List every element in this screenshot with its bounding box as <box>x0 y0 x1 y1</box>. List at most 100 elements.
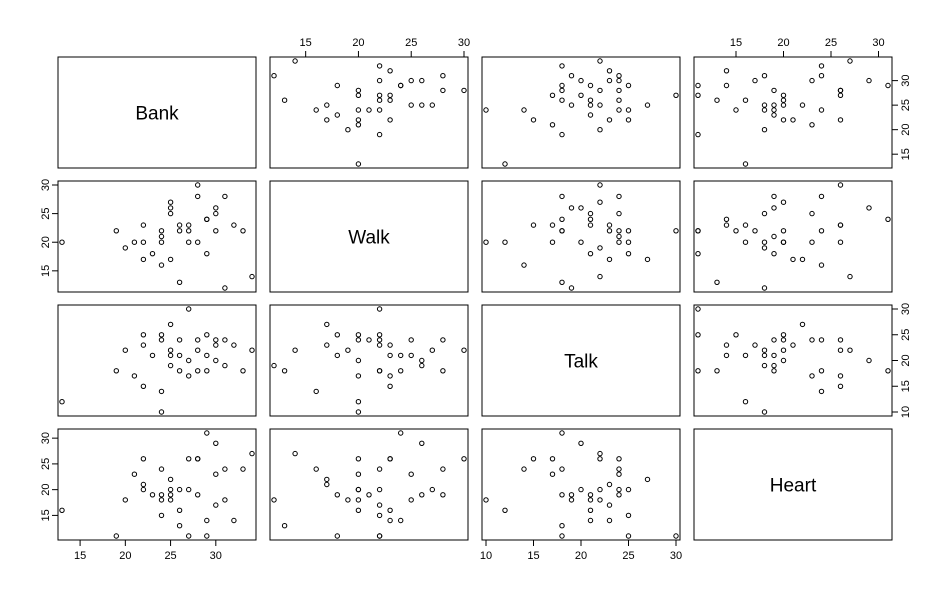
variable-label-heart: Heart <box>770 476 817 497</box>
panel-frame-talk-walk <box>269 304 469 417</box>
point-talk-vs-walk-13 <box>376 337 383 343</box>
point-walk-vs-talk-17 <box>559 193 565 200</box>
point-heart-vs-talk-11 <box>644 476 651 483</box>
point-talk-vs-walk-0 <box>355 399 362 405</box>
point-heart-vs-bank-20 <box>213 440 219 446</box>
point-talk-vs-bank-17 <box>195 368 201 374</box>
point-bank-vs-heart-10 <box>771 102 777 108</box>
point-walk-vs-heart-17 <box>771 193 777 200</box>
point-walk-vs-bank-35 <box>149 251 156 257</box>
point-bank-vs-heart-23 <box>761 73 768 79</box>
point-walk-vs-heart-7 <box>818 262 825 268</box>
point-bank-vs-walk-14 <box>387 92 393 99</box>
point-heart-vs-bank-26 <box>249 450 255 457</box>
point-walk-vs-heart-5 <box>790 256 796 263</box>
point-heart-vs-talk-17 <box>559 492 565 498</box>
point-walk-vs-talk-14 <box>549 222 556 228</box>
point-talk-vs-walk-2 <box>345 347 351 353</box>
point-talk-vs-walk-21 <box>376 342 383 348</box>
point-walk-vs-heart-21 <box>752 228 758 234</box>
point-bank-vs-walk-35 <box>334 112 340 118</box>
point-walk-vs-bank-30 <box>195 239 201 245</box>
x-tick-label-bank-20: 20 <box>119 550 131 562</box>
point-walk-vs-talk-20 <box>578 205 584 211</box>
y-tick-label-bank-30: 30 <box>900 74 912 86</box>
point-heart-vs-bank-17 <box>195 492 201 498</box>
point-walk-vs-talk-7 <box>521 262 527 268</box>
point-walk-vs-heart-9 <box>780 199 787 205</box>
point-talk-vs-walk-12 <box>281 368 288 374</box>
point-walk-vs-bank-25 <box>240 228 246 234</box>
point-heart-vs-talk-18 <box>587 517 594 524</box>
point-talk-vs-bank-21 <box>213 342 219 348</box>
point-talk-vs-walk-22 <box>440 337 446 343</box>
point-bank-vs-walk-13 <box>376 97 383 103</box>
point-talk-vs-bank-2 <box>122 347 129 353</box>
point-walk-vs-talk-12 <box>559 279 565 285</box>
point-walk-vs-talk-8 <box>483 239 489 245</box>
point-bank-vs-heart-19 <box>695 82 701 89</box>
point-walk-vs-talk-13 <box>616 228 622 234</box>
point-walk-vs-talk-24 <box>606 222 613 228</box>
point-talk-vs-heart-1 <box>695 368 701 374</box>
panel-frame-bank-talk <box>481 56 681 169</box>
y-tick-label-walk-15: 15 <box>40 265 52 277</box>
point-talk-vs-walk-8 <box>355 409 362 415</box>
x-tick-label-talk-10: 10 <box>480 550 492 562</box>
point-talk-vs-bank-5 <box>140 342 147 348</box>
point-bank-vs-talk-32 <box>616 77 622 84</box>
point-bank-vs-walk-34 <box>408 102 414 108</box>
point-heart-vs-talk-19 <box>625 533 632 539</box>
point-heart-vs-bank-24 <box>231 517 237 524</box>
point-bank-vs-walk-23 <box>271 73 277 79</box>
x-tick-label-walk-20: 20 <box>352 37 364 49</box>
point-bank-vs-heart-11 <box>799 102 806 108</box>
point-bank-vs-heart-8 <box>761 107 768 113</box>
point-bank-vs-talk-2 <box>597 127 603 133</box>
point-talk-vs-walk-35 <box>334 352 340 359</box>
point-bank-vs-heart-0 <box>742 161 749 167</box>
point-talk-vs-walk-16 <box>461 347 467 353</box>
point-talk-vs-walk-29 <box>387 352 393 359</box>
point-walk-vs-bank-3 <box>131 239 138 245</box>
point-talk-vs-heart-17 <box>771 368 777 374</box>
point-bank-vs-talk-17 <box>559 87 565 94</box>
point-heart-vs-walk-31 <box>398 430 404 436</box>
point-heart-vs-bank-4 <box>140 456 147 462</box>
point-walk-vs-bank-24 <box>231 222 237 228</box>
point-walk-vs-talk-23 <box>568 285 575 291</box>
point-talk-vs-bank-10 <box>167 362 174 369</box>
point-bank-vs-talk-10 <box>568 102 575 108</box>
point-talk-vs-bank-20 <box>213 357 219 364</box>
point-talk-vs-heart-25 <box>818 368 825 374</box>
point-heart-vs-talk-35 <box>587 492 594 498</box>
point-heart-vs-bank-13 <box>176 486 183 493</box>
point-walk-vs-bank-13 <box>176 228 183 234</box>
point-talk-vs-bank-19 <box>204 332 210 338</box>
point-heart-vs-talk-8 <box>483 497 489 503</box>
point-talk-vs-bank-1 <box>113 368 120 374</box>
point-talk-vs-heart-34 <box>761 352 768 359</box>
point-heart-vs-walk-24 <box>387 517 393 524</box>
point-walk-vs-heart-12 <box>714 279 720 285</box>
point-walk-vs-heart-6 <box>733 228 739 234</box>
point-bank-vs-talk-12 <box>559 97 565 103</box>
variable-label-bank: Bank <box>135 104 179 125</box>
point-bank-vs-heart-28 <box>771 107 777 113</box>
panel-frame-bank-bank <box>57 56 257 169</box>
point-bank-vs-walk-1 <box>376 131 383 138</box>
point-heart-vs-talk-27 <box>625 486 632 493</box>
y-tick-label-talk-15: 15 <box>900 380 912 392</box>
panel-frame-walk-heart <box>693 180 893 293</box>
point-talk-vs-bank-26 <box>249 347 255 353</box>
point-walk-vs-bank-5 <box>140 256 147 263</box>
point-walk-vs-bank-0 <box>59 239 65 245</box>
point-bank-vs-talk-0 <box>502 161 508 167</box>
point-heart-vs-talk-30 <box>616 456 622 462</box>
point-talk-vs-heart-9 <box>780 347 787 353</box>
point-bank-vs-walk-11 <box>324 102 330 108</box>
point-talk-vs-heart-4 <box>837 383 844 389</box>
point-walk-vs-heart-0 <box>742 239 749 245</box>
point-talk-vs-walk-32 <box>408 337 414 343</box>
